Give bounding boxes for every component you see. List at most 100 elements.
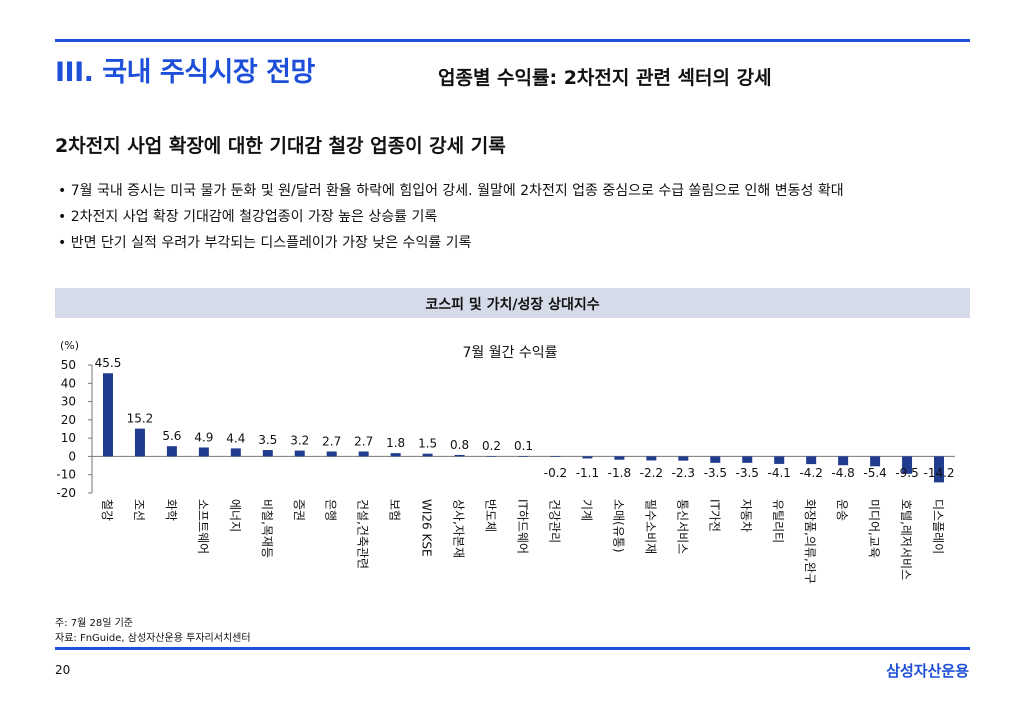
category-label: 에너지 — [228, 499, 242, 532]
value-label: 2.7 — [322, 434, 341, 448]
category-label: WI26 KSE — [420, 499, 434, 557]
bar — [902, 456, 913, 474]
value-labels: 45.5 15.2 5.6 4.9 4.4 3.5 3.2 2.7 2.7 1.8 1.5 0.8 0.… — [95, 356, 955, 480]
value-label: -5.4 — [863, 466, 886, 480]
category-label: 운송 — [835, 499, 849, 521]
category-label: 자동차 — [739, 499, 753, 532]
bar — [518, 456, 529, 457]
value-label: -1.1 — [576, 466, 599, 480]
category-label: 소매(유통) — [611, 499, 625, 553]
value-label: -4.8 — [831, 466, 854, 480]
bullet-text: 7월 국내 증시는 미국 물가 둔화 및 원/달러 환율 하락에 힘입어 강세.… — [70, 183, 844, 199]
bar — [710, 456, 721, 463]
bullet-text: 반면 단기 실적 우려가 부각되는 디스플레이가 가장 낮은 수익률 기록 — [70, 235, 472, 251]
value-label: -14.2 — [923, 466, 954, 480]
y-tick-label: -10 — [56, 468, 76, 482]
y-axis-unit: (%) — [60, 339, 79, 352]
panel-title-bar: 코스피 및 가치/성장 상대지수 — [55, 288, 970, 318]
category-label: 유틸리티 — [771, 499, 785, 543]
value-label: -9.5 — [895, 466, 918, 480]
bar — [550, 456, 561, 458]
value-label: -2.2 — [640, 466, 663, 480]
value-label: 5.6 — [162, 429, 181, 443]
bullet-text: 2차전지 사업 확장 기대감에 철강업종이 가장 높은 상승률 기록 — [70, 209, 438, 225]
bullet-item: • 2차전지 사업 확장 기대감에 철강업종이 가장 높은 상승률 기록 — [58, 209, 438, 225]
category-label: 건강관리 — [547, 499, 561, 543]
bar — [134, 428, 145, 457]
category-label: 기계 — [579, 499, 593, 521]
category-label: 비철,목재등 — [260, 499, 274, 558]
category-label: 건설,건축관련 — [356, 499, 370, 569]
value-label: 15.2 — [127, 412, 154, 426]
value-label: 1.5 — [418, 437, 437, 451]
category-label: 필수소비재 — [643, 499, 657, 554]
bar — [934, 456, 945, 483]
header-subtitle: 업종별 수익률: 2차전지 관련 섹터의 강세 — [438, 67, 772, 89]
category-label: 증권 — [292, 499, 306, 521]
category-label: 반도체 — [484, 499, 498, 532]
headline: 2차전지 사업 확장에 대한 기대감 철강 업종이 강세 기록 — [55, 135, 506, 157]
value-label: 0.1 — [514, 439, 533, 453]
category-label: 조선 — [132, 499, 146, 521]
category-label: 상사,자본재 — [452, 499, 466, 558]
bullet-item: • 반면 단기 실적 우려가 부각되는 디스플레이가 가장 낮은 수익률 기록 — [58, 235, 472, 251]
bar — [742, 456, 753, 463]
bottom-rule — [55, 647, 970, 650]
category-label: 호텔,레저서비스 — [899, 499, 913, 580]
category-label: 통신서비스 — [675, 499, 689, 554]
value-label: -1.8 — [608, 466, 631, 480]
bar — [230, 448, 241, 457]
value-label: -4.1 — [767, 466, 790, 480]
bar — [422, 453, 433, 457]
brand-logo-text: 삼성자산운용 — [886, 662, 969, 680]
value-label: 4.4 — [226, 431, 245, 445]
bar — [486, 456, 497, 457]
category-label: 디스플레이 — [931, 499, 945, 554]
bar — [262, 450, 273, 457]
bar — [678, 456, 689, 461]
bar — [454, 454, 465, 457]
bar — [326, 451, 337, 457]
category-label: 화학 — [164, 499, 178, 521]
top-rule — [55, 39, 970, 42]
bar — [358, 451, 369, 457]
section-title: III. 국내 주식시장 전망 — [55, 57, 315, 88]
bar — [198, 447, 209, 457]
value-label: 1.8 — [386, 436, 405, 450]
value-label: 0.2 — [482, 439, 501, 453]
bar — [838, 456, 849, 466]
category-label: IT가전 — [707, 499, 721, 532]
value-label: 3.5 — [258, 433, 277, 447]
category-label: 미디어,교육 — [867, 499, 881, 558]
y-tick-label: 50 — [61, 358, 76, 372]
category-label: 화장품,의류,완구 — [803, 499, 817, 584]
value-label: -0.2 — [544, 466, 567, 480]
value-label: 3.2 — [290, 434, 309, 448]
category-label: 은행 — [324, 499, 339, 521]
category-label: 철강 — [100, 499, 114, 521]
y-tick-label: 40 — [61, 376, 76, 390]
category-label: 보험 — [388, 499, 402, 521]
value-label: 4.9 — [194, 430, 213, 444]
bar — [390, 453, 401, 457]
bullet-item: • 7월 국내 증시는 미국 물가 둔화 및 원/달러 환율 하락에 힘입어 강… — [58, 183, 844, 199]
value-label: -3.5 — [736, 466, 759, 480]
bar — [646, 456, 657, 461]
value-label: -3.5 — [704, 466, 727, 480]
value-label: 2.7 — [354, 434, 373, 448]
y-tick-label: 30 — [61, 395, 76, 409]
value-label: 0.8 — [450, 438, 469, 452]
bar — [582, 456, 593, 459]
bar — [166, 446, 177, 457]
category-labels: 철강 조선 화학 소프트웨어 에너지 비철,목재등 증권 은행 건설,건축관련 보험 WI26 KS… — [100, 499, 945, 584]
value-label: 45.5 — [95, 356, 122, 370]
bar — [614, 456, 625, 460]
category-label: IT하드웨어 — [516, 499, 530, 554]
panel-title: 코스피 및 가치/성장 상대지수 — [425, 297, 600, 313]
y-tick-label: -20 — [56, 486, 76, 500]
footnote-date: 주: 7월 28일 기준 — [55, 618, 133, 629]
value-label: -4.2 — [799, 466, 822, 480]
bar — [774, 456, 785, 464]
y-tick-label: 0 — [68, 449, 76, 463]
